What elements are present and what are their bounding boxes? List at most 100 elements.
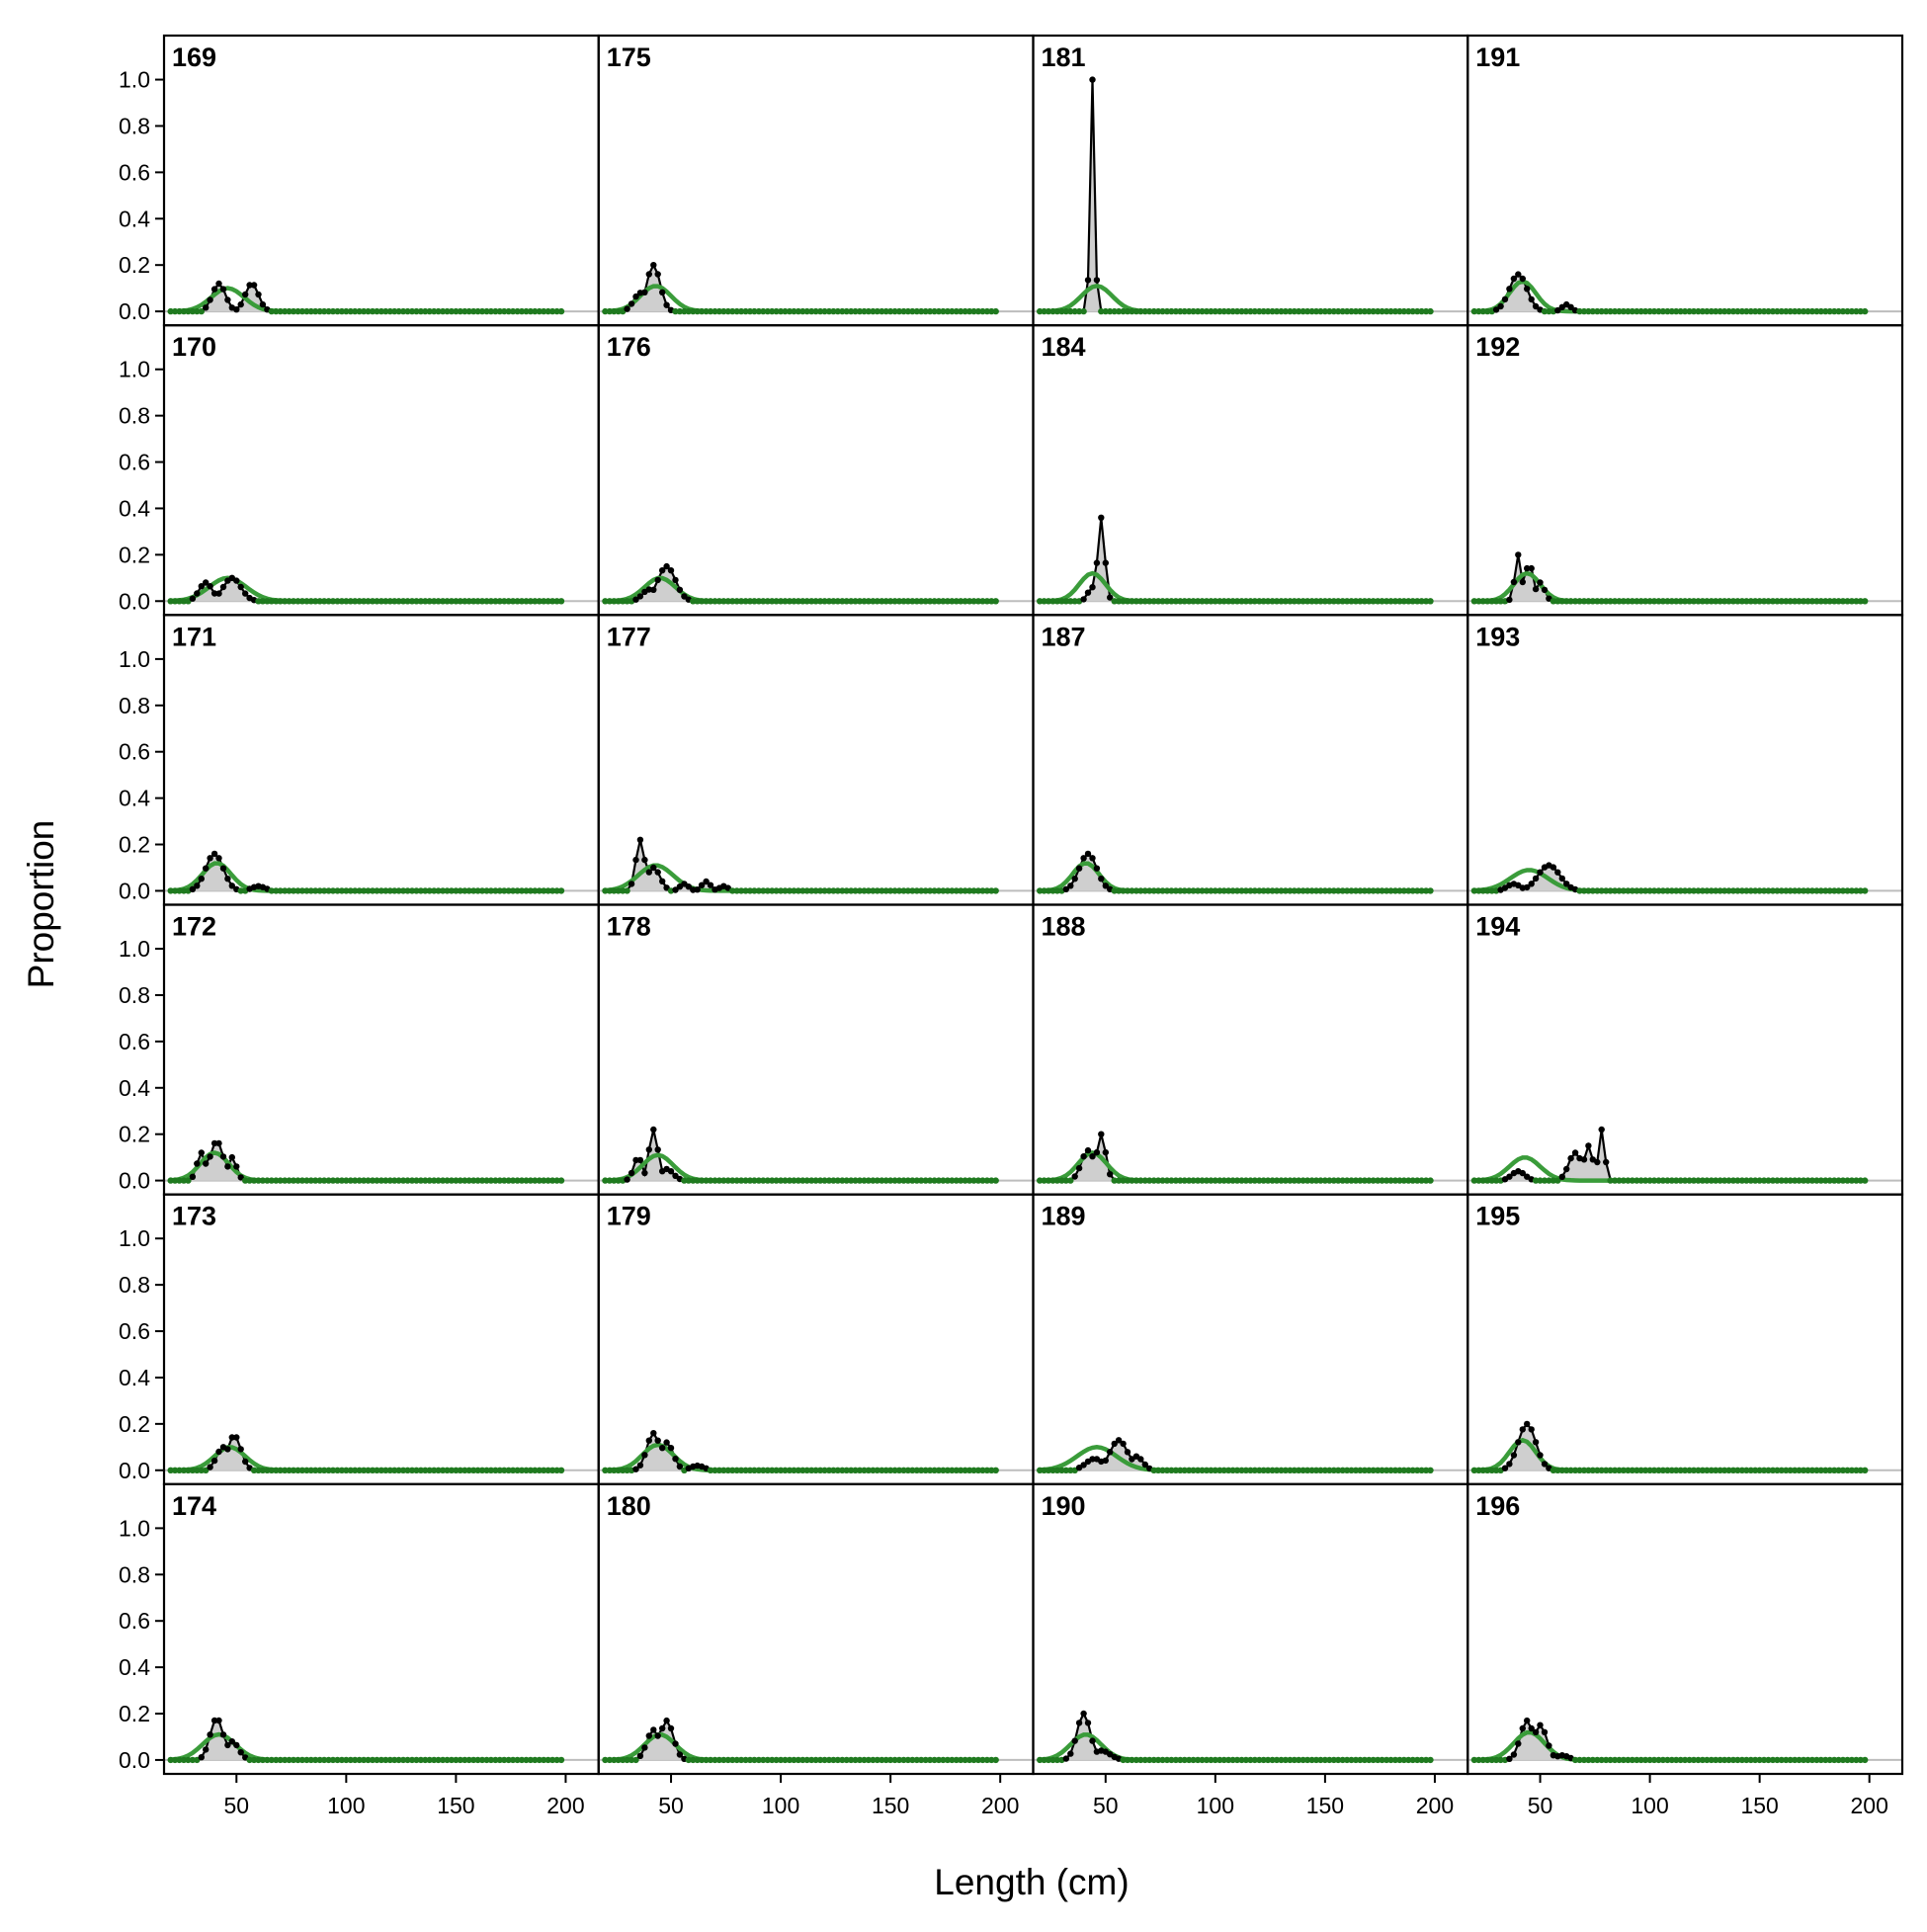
expected-point: [1598, 598, 1605, 605]
expected-point: [737, 307, 745, 315]
expected-point: [1129, 1177, 1135, 1184]
expected-point: [1629, 887, 1636, 894]
expected-point: [1826, 307, 1833, 315]
expected-point: [509, 307, 517, 315]
expected-point: [1862, 887, 1869, 894]
expected-point: [167, 1756, 174, 1764]
expected-point: [431, 1467, 438, 1474]
expected-point: [1317, 887, 1324, 894]
expected-point: [1603, 307, 1610, 315]
expected-point: [1045, 887, 1052, 894]
expected-point: [1747, 307, 1755, 315]
observed-point: [1141, 1461, 1149, 1469]
expected-point: [391, 1756, 398, 1764]
expected-point: [1212, 307, 1219, 315]
expected-point: [690, 307, 697, 315]
expected-point: [922, 598, 929, 605]
expected-point: [1186, 1177, 1193, 1184]
expected-point: [1335, 1467, 1342, 1474]
expected-point: [799, 307, 806, 315]
expected-point: [1650, 1467, 1658, 1474]
expected-point: [1339, 598, 1346, 605]
expected-point: [1589, 598, 1597, 605]
expected-point: [821, 887, 828, 894]
panel-175: 175: [597, 34, 1035, 327]
expected-point: [541, 1467, 547, 1474]
expected-point: [1752, 887, 1759, 894]
expected-point: [1603, 1756, 1610, 1764]
expected-point: [268, 1756, 275, 1764]
expected-point: [909, 1467, 916, 1474]
expected-point: [1111, 1177, 1118, 1184]
expected-point: [795, 307, 802, 315]
y-tick-label: 0.8: [119, 1561, 150, 1587]
observed-point: [641, 1169, 648, 1177]
expected-point: [1260, 1177, 1267, 1184]
expected-point: [1598, 1756, 1605, 1764]
expected-point: [1699, 1467, 1707, 1474]
expected-point: [1326, 1756, 1333, 1764]
expected-point: [900, 1177, 907, 1184]
expected-point: [1037, 1177, 1044, 1184]
expected-point: [1058, 1177, 1065, 1184]
panel-181: 181: [1032, 34, 1469, 327]
expected-point: [1857, 1756, 1865, 1764]
expected-point: [1655, 1177, 1662, 1184]
expected-point: [487, 1467, 495, 1474]
expected-point: [1787, 1756, 1794, 1764]
expected-point: [852, 1756, 859, 1764]
expected-point: [1690, 598, 1698, 605]
expected-point: [1813, 887, 1820, 894]
expected-point: [1343, 307, 1351, 315]
expected-point: [882, 1756, 889, 1764]
observed-point: [672, 1740, 679, 1747]
expected-point: [1208, 598, 1215, 605]
panel-176: 176: [597, 324, 1035, 617]
expected-point: [1475, 887, 1482, 894]
expected-point: [931, 1177, 938, 1184]
expected-point: [518, 307, 526, 315]
observed-fill: [170, 853, 561, 891]
expected-point: [1177, 1756, 1184, 1764]
expected-point: [1299, 1177, 1306, 1184]
expected-point: [483, 1177, 490, 1184]
expected-point: [1370, 1756, 1377, 1764]
expected-point: [1752, 598, 1759, 605]
expected-point: [1664, 1177, 1671, 1184]
panel-frame: [597, 903, 1035, 1196]
observed-point: [1510, 1452, 1518, 1459]
expected-point: [879, 598, 885, 605]
observed-point: [659, 878, 666, 884]
expected-point: [1611, 1177, 1619, 1184]
expected-point: [1163, 1756, 1171, 1764]
expected-point: [1857, 307, 1865, 315]
expected-point: [1172, 1467, 1180, 1474]
expected-point: [1418, 1177, 1425, 1184]
expected-point: [413, 307, 420, 315]
expected-point: [1120, 598, 1127, 605]
observed-point: [1524, 286, 1531, 293]
expected-point: [1756, 1467, 1763, 1474]
expected-point: [470, 598, 477, 605]
expected-point: [895, 307, 903, 315]
expected-point: [1769, 598, 1777, 605]
expected-point: [962, 1177, 968, 1184]
expected-point: [1203, 307, 1211, 315]
expected-point: [1216, 598, 1223, 605]
expected-point: [1470, 598, 1478, 605]
expected-point: [724, 1756, 731, 1764]
expected-point: [1554, 1467, 1561, 1474]
observed-point: [672, 886, 679, 893]
expected-point: [282, 598, 289, 605]
expected-point: [1370, 598, 1377, 605]
expected-point: [1321, 1467, 1329, 1474]
expected-point: [620, 598, 627, 605]
expected-point: [1808, 887, 1816, 894]
expected-point: [316, 1467, 323, 1474]
expected-point: [509, 887, 517, 894]
expected-point: [478, 1467, 486, 1474]
expected-point: [1655, 1467, 1662, 1474]
expected-point: [1826, 1177, 1833, 1184]
expected-point: [1216, 1177, 1223, 1184]
